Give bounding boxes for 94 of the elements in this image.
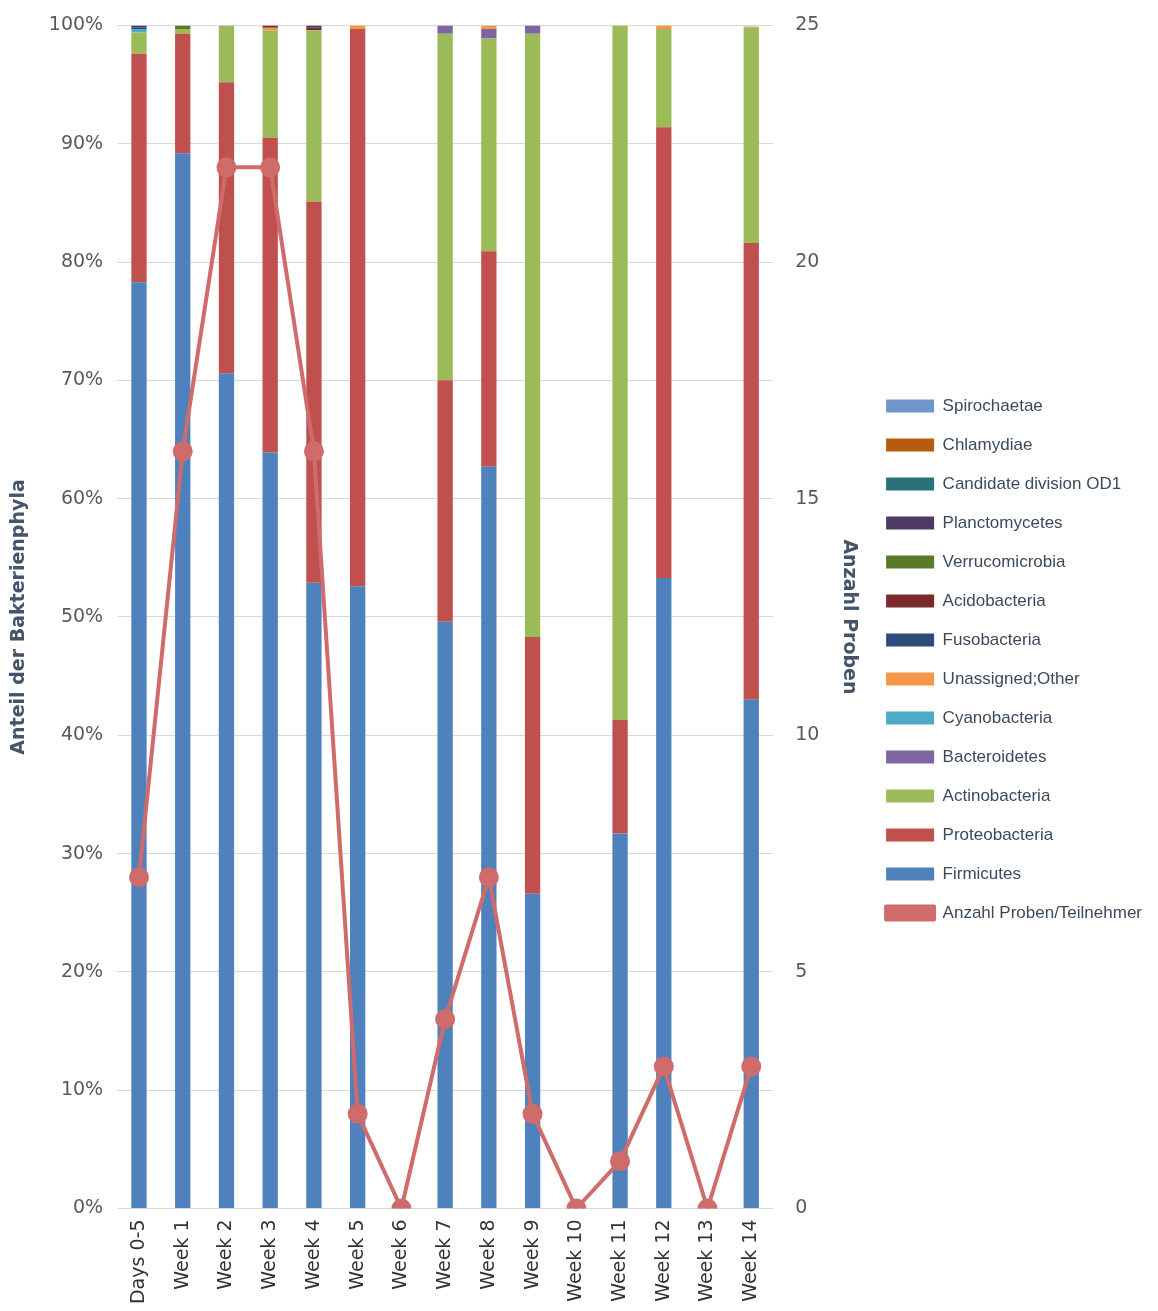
bar <box>612 833 628 1209</box>
bar <box>656 127 672 578</box>
legend-label: Anzahl Proben/Teilnehmer <box>942 902 1143 922</box>
bar <box>350 586 366 1209</box>
x-tick-label: Week 9 <box>519 1219 542 1290</box>
bar <box>656 577 672 1209</box>
point <box>478 867 499 888</box>
bar <box>743 699 759 1209</box>
x-tick-label: Week 12 <box>650 1219 673 1302</box>
y-tick-label: 100% <box>48 12 104 35</box>
point <box>216 157 237 178</box>
bar <box>218 25 235 83</box>
x-tick-label: Week 13 <box>694 1219 717 1302</box>
bar <box>612 25 628 720</box>
legend-label: Firmicutes <box>942 863 1022 883</box>
x-tick-label: Week 7 <box>432 1219 455 1290</box>
legend-label: Planctomycetes <box>942 512 1063 532</box>
y2-tick-label: 0 <box>795 1195 808 1218</box>
bar <box>524 25 541 34</box>
bar <box>437 25 453 34</box>
legend-label: Fusobacteria <box>942 629 1042 649</box>
legend-label: Proteobacteria <box>942 824 1054 844</box>
x-tick-label: Week 10 <box>563 1219 586 1302</box>
legend-label: Cyanobacteria <box>942 707 1053 727</box>
x-tick-label: Week 11 <box>607 1219 629 1302</box>
y-tick-label: 20% <box>60 958 104 981</box>
bar <box>656 28 672 128</box>
y2-tick-label: 15 <box>795 485 820 508</box>
x-tick-label: Week 3 <box>257 1219 280 1290</box>
x-tick-label: Week 2 <box>213 1219 236 1290</box>
bar <box>437 621 453 1209</box>
point <box>172 441 193 462</box>
legend-label: Acidobacteria <box>942 590 1047 610</box>
legend-label: Actinobacteria <box>942 785 1051 805</box>
bar <box>131 53 147 283</box>
y-tick-label: 40% <box>60 722 104 745</box>
bar <box>481 251 497 467</box>
bar <box>262 30 278 138</box>
x-tick-label: Week 8 <box>475 1219 498 1290</box>
y2-tick-label: 25 <box>795 12 820 35</box>
bar <box>481 38 497 252</box>
bar <box>524 33 541 638</box>
y-tick-label: 90% <box>60 130 104 153</box>
bar <box>524 637 541 894</box>
x-tick-label: Week 4 <box>300 1219 323 1290</box>
legend-label: Verrucomicrobia <box>942 551 1066 571</box>
y2-axis-title: Anzahl Proben <box>839 539 862 695</box>
y2-tick-label: 20 <box>795 248 820 271</box>
bar <box>743 27 759 244</box>
legend-label: Unassigned;Other <box>942 668 1080 688</box>
y-tick-label: 50% <box>60 603 104 626</box>
bar <box>743 243 759 700</box>
y-tick-label: 60% <box>60 485 104 508</box>
y-tick-label: 0% <box>72 1195 104 1218</box>
bar <box>306 30 322 202</box>
y-tick-label: 30% <box>60 840 104 863</box>
bar <box>175 28 191 34</box>
x-tick-label: Days 0-5 <box>125 1219 148 1305</box>
x-tick-label: Week 1 <box>169 1219 192 1290</box>
y-tick-label: 10% <box>60 1077 104 1100</box>
y-tick-label: 70% <box>60 367 104 390</box>
bar <box>481 28 497 39</box>
point <box>653 1056 674 1077</box>
y-axis-title: Anteil der Bakterienphyla <box>6 479 29 755</box>
bar <box>262 452 278 1209</box>
x-tick-label: Week 6 <box>388 1219 411 1290</box>
legend-label: Chlamydiae <box>942 434 1033 454</box>
bar <box>131 32 147 54</box>
point <box>610 1151 631 1172</box>
y2-tick-label: 10 <box>795 722 820 745</box>
y-tick-label: 80% <box>60 248 104 271</box>
bar <box>437 33 453 381</box>
point <box>522 1103 543 1124</box>
legend-label: Candidate division OD1 <box>942 473 1122 493</box>
point <box>128 867 149 888</box>
point <box>741 1056 762 1077</box>
point <box>303 441 324 462</box>
bar <box>175 33 191 154</box>
point <box>260 157 281 178</box>
bar <box>437 380 453 622</box>
x-tick-label: Week 5 <box>344 1219 367 1290</box>
bar <box>350 28 366 587</box>
legend-label: Bacteroidetes <box>942 746 1047 766</box>
y2-tick-label: 5 <box>795 958 808 981</box>
point <box>347 1103 368 1124</box>
bar <box>612 719 628 834</box>
bar <box>481 466 497 1209</box>
bar <box>131 282 147 1209</box>
legend-label: Spirochaetae <box>942 395 1043 415</box>
bar <box>306 582 322 1209</box>
bar <box>175 153 191 1209</box>
x-tick-label: Week 14 <box>738 1219 761 1302</box>
point <box>435 1009 456 1030</box>
bar <box>218 373 235 1209</box>
